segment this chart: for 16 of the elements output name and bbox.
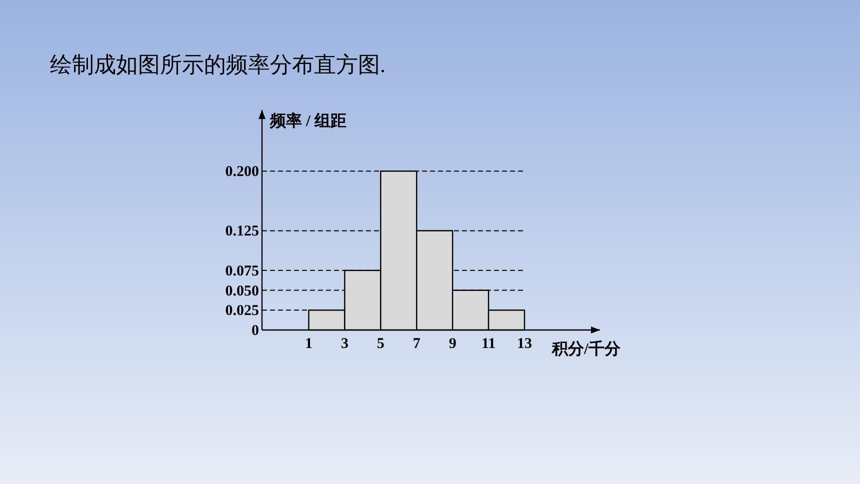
y-tick-label: 0.125 <box>225 224 259 240</box>
x-tick-label: 5 <box>376 336 384 352</box>
y-tick-label: 0.050 <box>225 283 259 300</box>
y-tick-label: 0 <box>252 323 259 339</box>
y-tick-label: 0.200 <box>225 164 259 180</box>
y-axis-title: 频率 / 组距 <box>269 111 346 130</box>
x-tick-label: 13 <box>516 336 532 352</box>
x-tick-label: 9 <box>448 336 456 352</box>
x-tick-label: 7 <box>412 336 421 352</box>
y-tick-label: 0.075 <box>225 263 259 280</box>
x-tick-label: 3 <box>340 336 348 352</box>
x-axis-title: 积分/千分 <box>551 340 622 358</box>
x-tick-label: 11 <box>481 336 496 352</box>
x-tick-label: 1 <box>304 336 312 352</box>
y-tick-label: 0.025 <box>225 303 259 320</box>
chart-title: 绘制成如图所示的频率分布直方图. <box>50 52 386 77</box>
